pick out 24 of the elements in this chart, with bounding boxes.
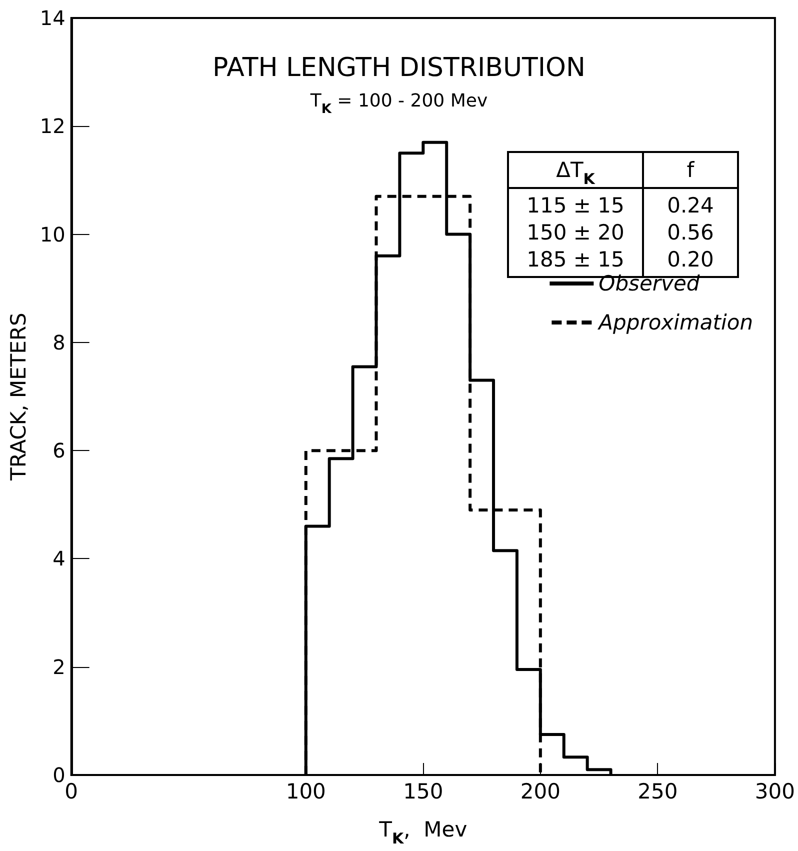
annotation: 150 ± 20 <box>526 220 624 244</box>
y-tick-label: 14 <box>40 6 66 30</box>
y-tick-label: 6 <box>52 438 66 463</box>
x-tick-label: 200 <box>520 780 560 804</box>
y-tick-label: 10 <box>40 222 66 246</box>
x-tick-label: 150 <box>403 780 444 804</box>
annotation: 0.24 <box>667 194 714 218</box>
x-tick-label: 300 <box>754 780 796 804</box>
y-tick-label: 4 <box>52 546 66 571</box>
x-tick-label: 250 <box>638 780 678 804</box>
legend-label: Approximation <box>596 310 754 334</box>
y-tick-label: 8 <box>52 330 66 354</box>
y-tick-label: 0 <box>52 763 66 787</box>
x-tick-label: 100 <box>286 780 326 804</box>
annotation: f <box>686 158 695 182</box>
annotation: 0.56 <box>667 220 714 244</box>
legend-label: Observed <box>598 272 700 296</box>
annotation: 185 ± 15 <box>526 248 624 272</box>
y-tick-label: 12 <box>40 114 66 138</box>
y-tick-label: 2 <box>52 654 66 679</box>
y-axis-title: TRACK, METERS <box>6 312 30 482</box>
text: PATH LENGTH DISTRIBUTION <box>212 53 586 83</box>
annotation: 115 ± 15 <box>526 194 624 218</box>
annotation: 0.20 <box>667 248 714 272</box>
